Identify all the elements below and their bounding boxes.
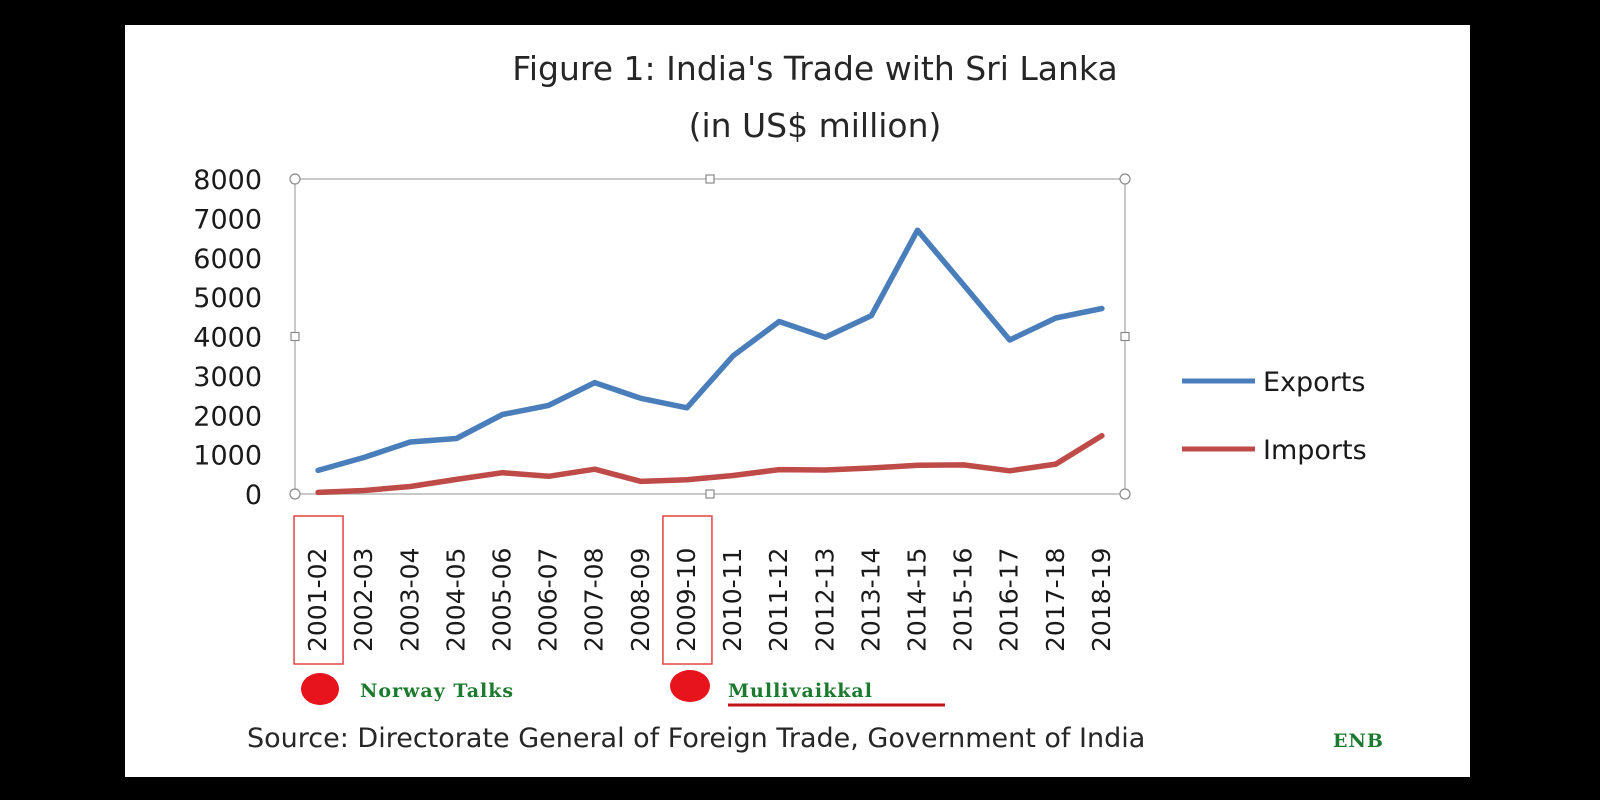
y-tick-label: 1000 — [193, 441, 262, 472]
edge-handle — [290, 331, 300, 342]
corner-handle — [1119, 488, 1131, 500]
highlight-box-2001-02 — [293, 515, 344, 665]
chart-subtitle: (in US$ million) — [689, 106, 942, 145]
x-tick-label: 2006-07 — [534, 548, 563, 652]
edge-handle — [705, 174, 715, 184]
chart-legend: Exports Imports — [1182, 367, 1367, 466]
x-tick-label: 2010-11 — [718, 548, 747, 652]
legend-label-imports: Imports — [1263, 435, 1367, 466]
x-tick-label: 2015-16 — [949, 548, 978, 652]
source-note: Source: Directorate General of Foreign T… — [247, 723, 1145, 754]
annotation-mullivaikkal: Mullivaikkal — [728, 680, 873, 702]
x-tick-label: 2001-02 — [303, 548, 332, 652]
x-tick-label: 2002-03 — [349, 548, 378, 652]
x-tick-label: 2013-14 — [856, 548, 885, 652]
legend-label-exports: Exports — [1263, 367, 1365, 398]
x-tick-label: 2008-09 — [626, 548, 655, 652]
series-lines — [315, 227, 1105, 496]
plot-area — [289, 173, 1131, 500]
x-tick-label: 2011-12 — [764, 548, 793, 652]
chart-panel: Figure 1: India's Trade with Sri Lanka (… — [125, 25, 1470, 777]
highlighted-categories — [293, 515, 713, 665]
x-tick-label: 2009-10 — [672, 548, 701, 652]
x-tick-label: 2003-04 — [395, 548, 424, 652]
annotation-norway-talks: Norway Talks — [360, 680, 514, 702]
series-line-imports — [315, 432, 1105, 496]
trade-line-chart: Figure 1: India's Trade with Sri Lanka (… — [193, 49, 1384, 754]
x-tick-label: 2017-18 — [1041, 548, 1070, 652]
x-tick-label: 2007-08 — [580, 548, 609, 652]
y-tick-label: 7000 — [193, 204, 262, 235]
edge-handle — [705, 489, 715, 499]
series-line-exports — [315, 227, 1105, 474]
y-tick-label: 5000 — [193, 283, 262, 314]
x-tick-label: 2005-06 — [488, 548, 517, 652]
x-tick-label: 2012-13 — [810, 548, 839, 652]
corner-handle — [289, 173, 301, 185]
event-annotations: Norway Talks Mullivaikkal — [301, 670, 945, 707]
chart-title: Figure 1: India's Trade with Sri Lanka — [512, 49, 1117, 88]
x-tick-label: 2016-17 — [995, 548, 1024, 652]
credit-logo: ENB — [1333, 730, 1384, 752]
x-axis-ticks: 2001-02 2002-03 2003-04 2004-05 2005-06 2006-… — [303, 548, 1116, 652]
edge-handle — [1120, 331, 1130, 342]
y-tick-label: 3000 — [193, 362, 262, 393]
y-axis-ticks: 0 1000 2000 3000 4000 5000 6000 7000 8000 — [193, 165, 262, 511]
x-tick-label: 2014-15 — [903, 548, 932, 652]
y-tick-label: 0 — [245, 480, 262, 511]
event-marker-mullivaikkal — [670, 670, 710, 702]
x-tick-label: 2004-05 — [441, 548, 470, 652]
corner-handle — [1119, 173, 1131, 185]
corner-handle — [289, 488, 301, 500]
highlight-box-2009-10 — [662, 515, 713, 665]
y-tick-label: 4000 — [193, 323, 262, 354]
y-tick-label: 6000 — [193, 244, 262, 275]
x-tick-label: 2018-19 — [1087, 548, 1116, 652]
plot-border — [294, 178, 1126, 495]
y-tick-label: 2000 — [193, 401, 262, 432]
event-marker-norway-talks — [301, 673, 339, 705]
y-tick-label: 8000 — [193, 165, 262, 196]
